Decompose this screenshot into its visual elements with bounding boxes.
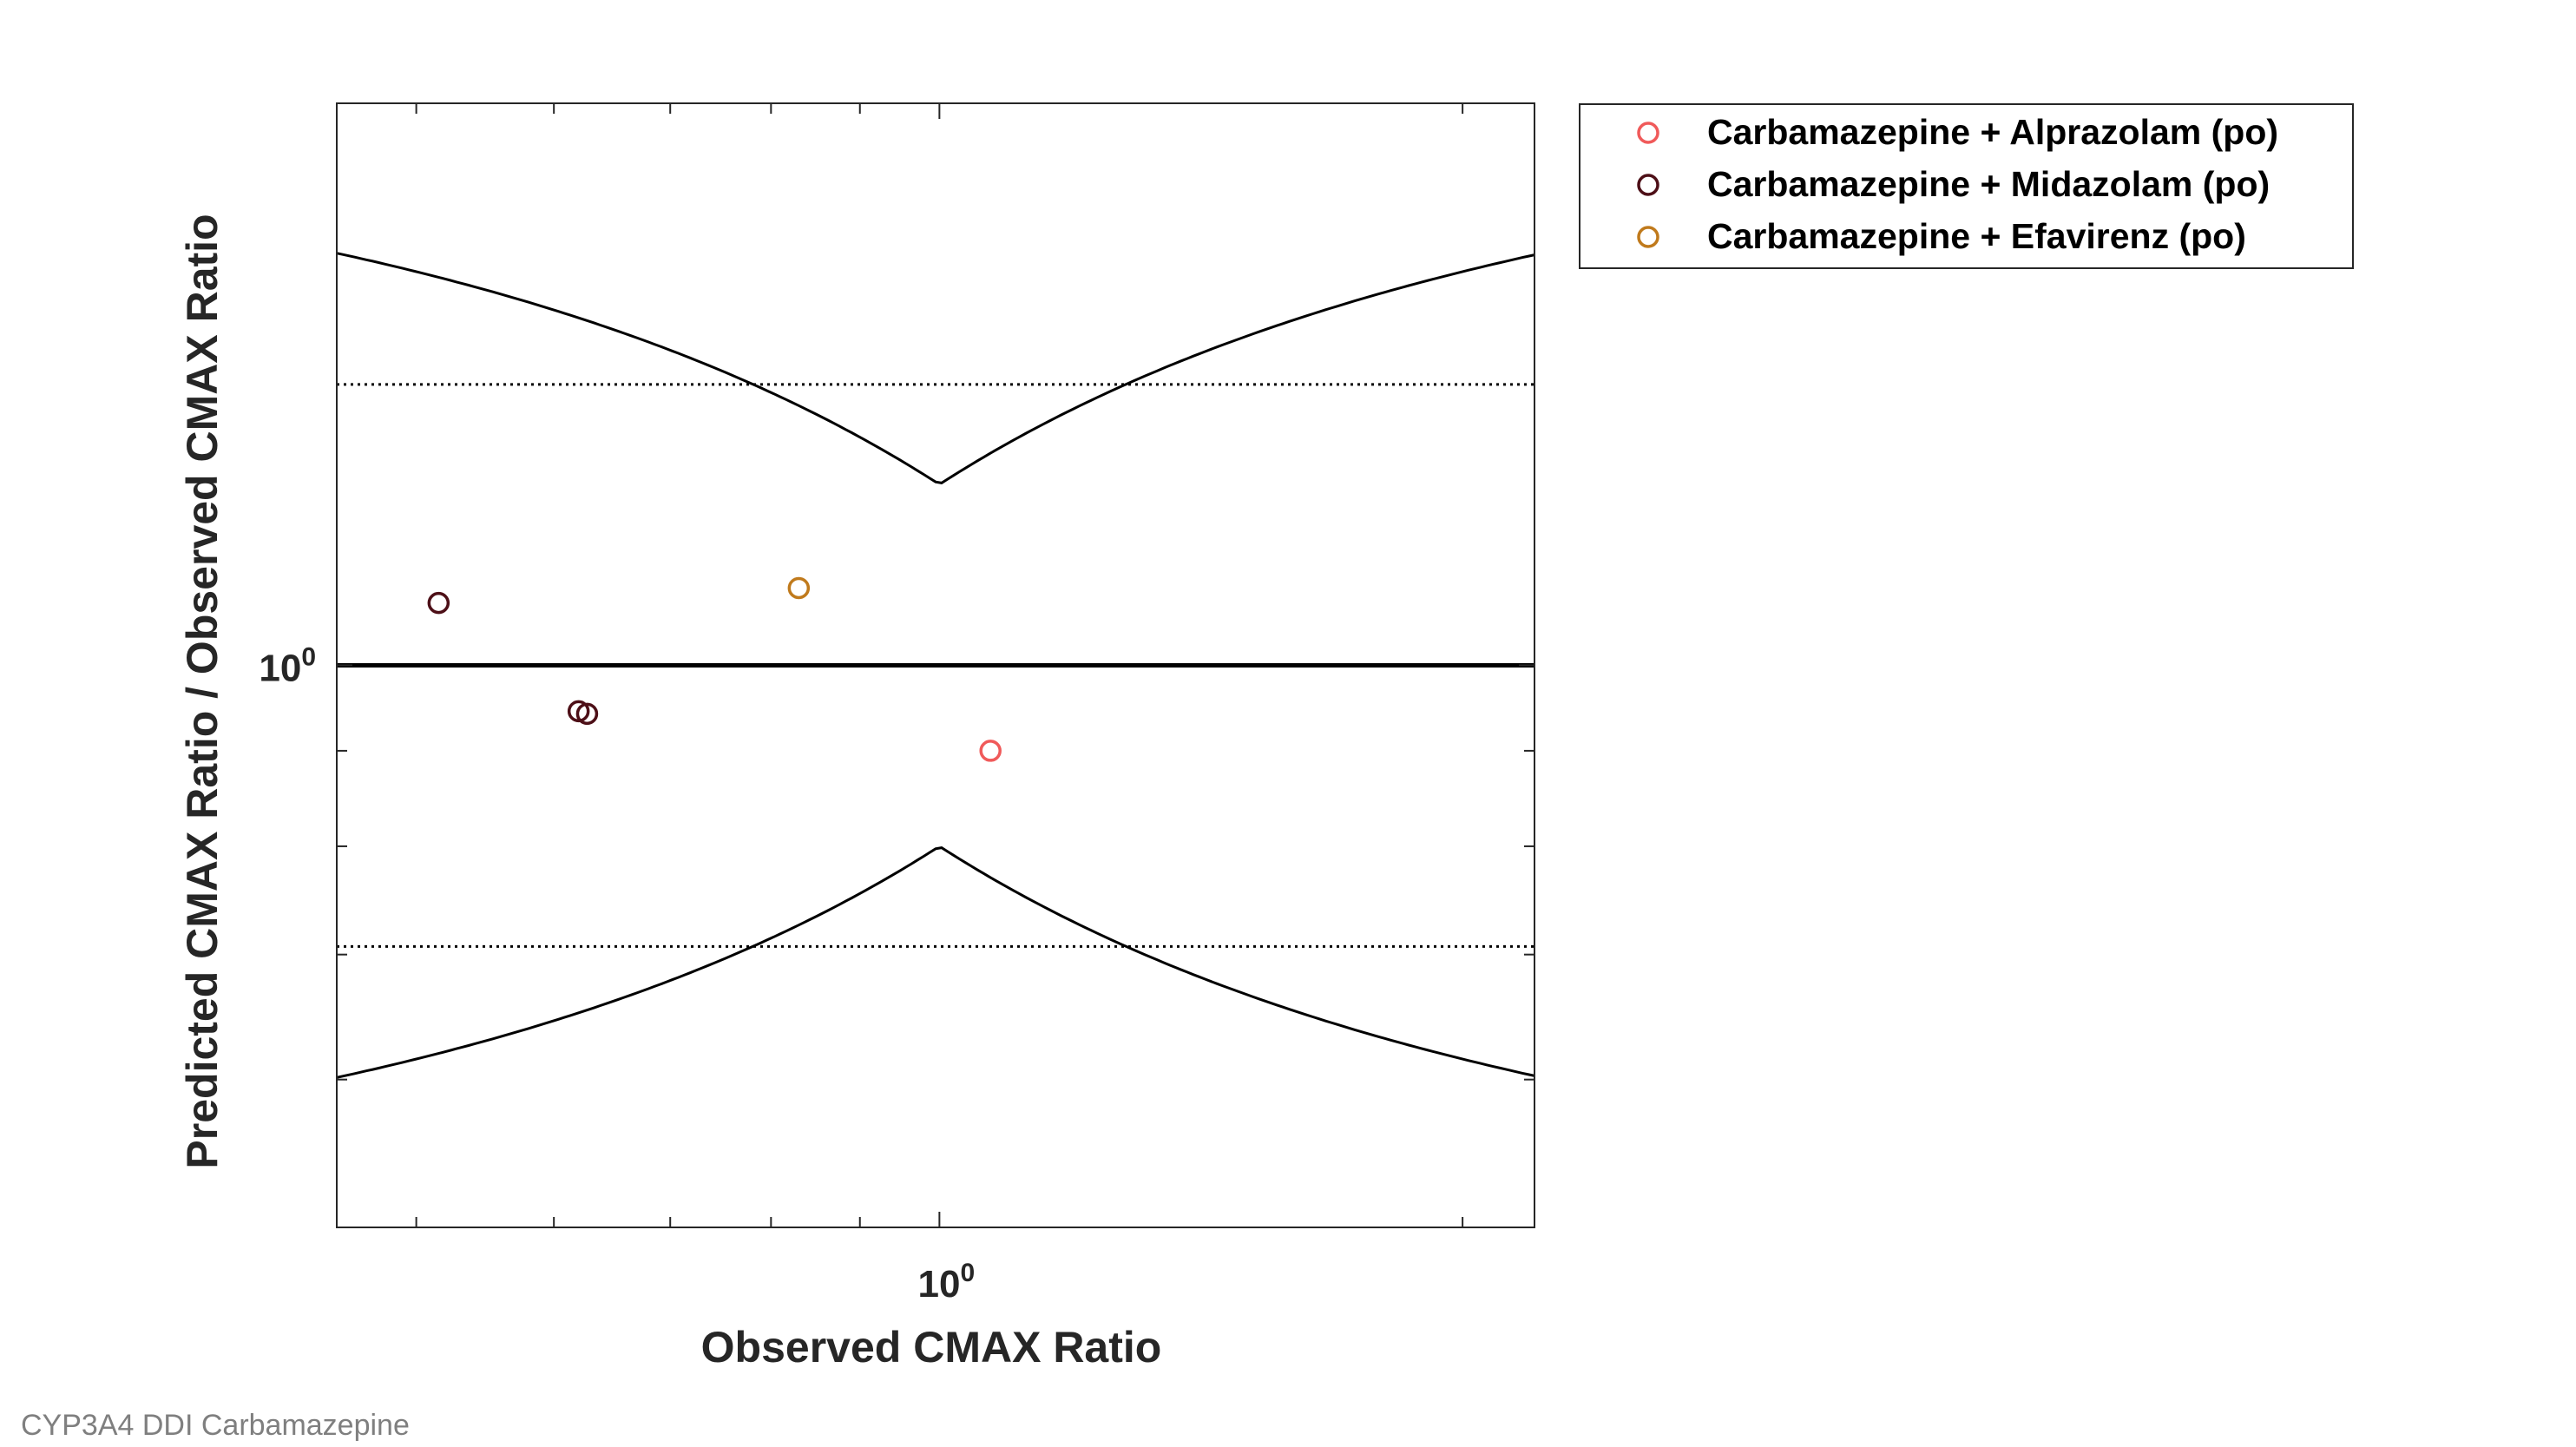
data-point-series-1 [575, 702, 599, 726]
legend-marker-icon [1637, 174, 1659, 196]
legend-marker-icon [1637, 122, 1659, 144]
legend-label: Carbamazepine + Alprazolam (po) [1707, 112, 2279, 152]
legend: Carbamazepine + Alprazolam (po) Carbamaz… [1579, 103, 2354, 269]
footer-note: CYP3A4 DDI Carbamazepine [21, 1409, 410, 1442]
axes-box [336, 102, 1535, 1228]
upper-limit-curve [336, 252, 1535, 484]
lower-limit-curve [336, 846, 1535, 1079]
reference-lines [336, 252, 1535, 1079]
y-tick-label: 100 [259, 643, 316, 690]
x-tick-label: 100 [918, 1259, 976, 1306]
legend-label: Carbamazepine + Efavirenz (po) [1707, 216, 2246, 256]
axis-ticks [337, 102, 1534, 1228]
legend-marker-icon [1637, 226, 1659, 248]
legend-item-efavirenz: Carbamazepine + Efavirenz (po) [1580, 213, 2352, 265]
data-point-series-0 [979, 740, 1002, 762]
legend-item-midazolam: Carbamazepine + Midazolam (po) [1580, 161, 2352, 213]
legend-item-alprazolam: Carbamazepine + Alprazolam (po) [1580, 109, 2352, 161]
legend-label: Carbamazepine + Midazolam (po) [1707, 164, 2270, 204]
data-points [427, 576, 1002, 762]
y-axis-label: Predicted CMAX Ratio / Observed CMAX Rat… [178, 214, 227, 1168]
x-axis-label: Observed CMAX Ratio [701, 1323, 1162, 1371]
data-point-series-1 [427, 591, 450, 615]
data-point-series-2 [787, 576, 811, 600]
